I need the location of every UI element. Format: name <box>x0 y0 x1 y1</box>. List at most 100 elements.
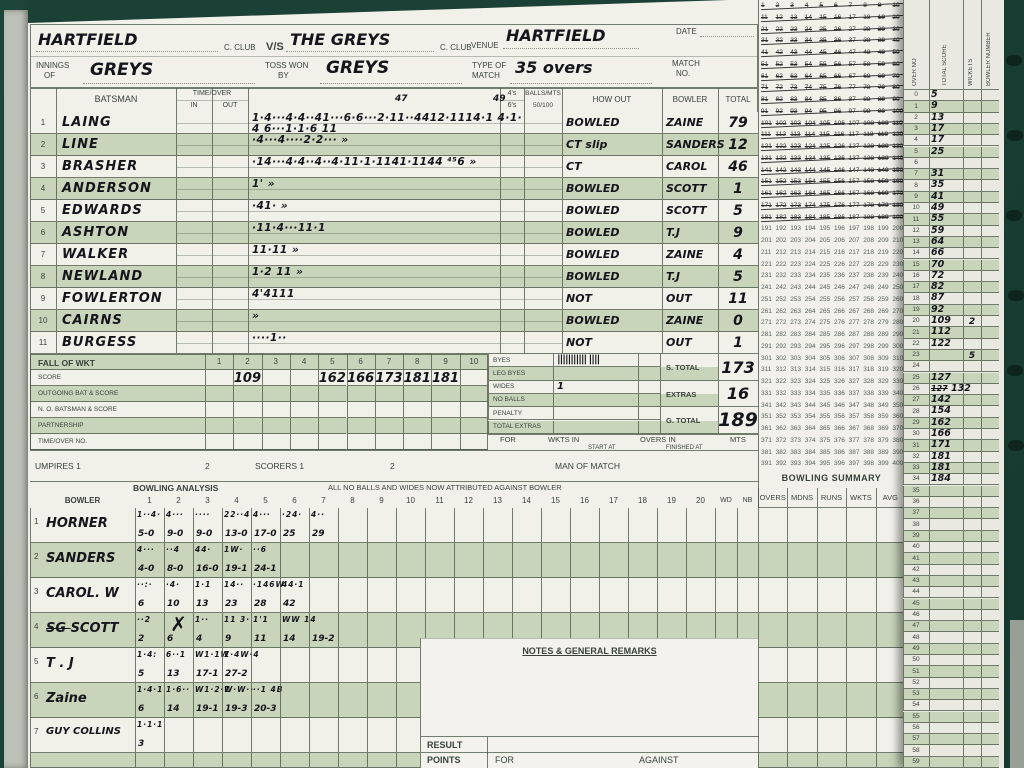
tally-number: 44 <box>804 49 813 56</box>
tally-number: 56 <box>834 60 842 68</box>
batsman-cell <box>500 288 524 310</box>
tally-number: 39 <box>877 37 886 45</box>
tally-number: 208 <box>863 237 875 244</box>
tally-number: 305 <box>819 354 831 362</box>
summary-cell <box>816 578 847 613</box>
batsman-name: EDWARDS <box>62 203 143 218</box>
batsman-cell <box>662 266 718 288</box>
tally-number: 163 <box>790 190 802 197</box>
tally-number: 154 <box>804 178 816 186</box>
bowling-over-cumulative: 2 <box>138 634 145 644</box>
over-row-cell <box>903 157 929 170</box>
over-row-cell <box>929 734 963 746</box>
tally-number: 100 <box>892 107 904 115</box>
over-row-cell <box>929 327 963 339</box>
tally-number: 98 <box>863 107 871 115</box>
over-row-cell <box>981 688 999 701</box>
over-number: 18 <box>912 294 920 302</box>
bowling-over-cell <box>338 613 367 648</box>
tally-number: 24 <box>804 25 813 33</box>
fow-cell <box>233 418 262 434</box>
tally-number: 109 <box>877 119 889 127</box>
fow-cell <box>233 354 262 370</box>
tally-number: 129 <box>877 143 889 150</box>
over-row-cell <box>903 248 929 260</box>
bowling-over-cumulative: 3 <box>138 739 145 749</box>
tally-number: 384 <box>804 448 816 456</box>
over-row-cell <box>963 270 981 283</box>
bowling-over-cell <box>135 683 164 718</box>
bowler-row-bg <box>30 578 758 613</box>
over-row-cell <box>981 180 999 192</box>
tally-number: 139 <box>877 154 889 162</box>
over-row-bg <box>903 372 999 384</box>
over-row-cell <box>929 677 963 689</box>
for-label: FOR <box>500 434 516 444</box>
fow-row-label: TIME/OVER NO. <box>38 438 88 445</box>
bowling-over-cell <box>135 613 164 648</box>
tally-number: 270 <box>892 307 904 315</box>
tally-number: 363 <box>790 425 802 432</box>
bowling-over-balls: ··1 4B <box>253 685 284 694</box>
summary-cell <box>787 508 817 543</box>
tally-number: 345 <box>819 401 831 409</box>
tally-number: 131 <box>761 154 772 162</box>
tally-number: 86 <box>834 96 842 103</box>
over-row-cell <box>963 553 981 565</box>
over-total-score: 35 <box>931 179 945 191</box>
summary-row-bg <box>758 543 905 578</box>
grid-line <box>500 100 524 101</box>
innings-value: GREYS <box>90 60 154 80</box>
fow-cell <box>403 386 432 402</box>
over-row-bg <box>903 451 999 463</box>
fow-wicket-number: 8 <box>415 356 420 366</box>
tally-number: 198 <box>863 225 875 233</box>
bowling-over-cumulative: 13-0 <box>225 529 248 539</box>
over-number: 26 <box>912 385 920 393</box>
over-row-cell <box>929 429 963 441</box>
tally-number: 32 <box>775 37 783 45</box>
tally-number: 164 <box>804 190 816 197</box>
fow-cell <box>261 386 290 402</box>
fow-row-bg <box>30 354 488 370</box>
c-club-label-1: C. CLUB <box>224 43 256 52</box>
bowling-over-cumulative: 4-0 <box>138 564 155 574</box>
batsman-name: WALKER <box>62 247 130 262</box>
bowling-over-cell <box>483 578 512 613</box>
bowling-over-cumulative: 5 <box>138 669 145 679</box>
tally-number: 197 <box>848 225 860 233</box>
batsman-cell <box>500 156 524 178</box>
tally-number: 209 <box>877 237 889 244</box>
summary-row-bg <box>758 718 905 753</box>
tally-number: 329 <box>877 378 889 385</box>
batsman-name: CAIRNS <box>62 313 123 328</box>
tally-number: 308 <box>863 354 875 362</box>
bowler-name: T . J <box>46 656 74 671</box>
over-row-cell <box>981 101 999 113</box>
tally-number: 311 <box>761 366 772 374</box>
bowling-over-cumulative: 29 <box>312 529 325 539</box>
over-row-cell <box>903 643 929 655</box>
summary-cell <box>758 613 788 648</box>
over-row-cell <box>963 485 981 497</box>
bowling-over-cell <box>135 753 164 768</box>
tally-number: 220 <box>892 248 904 256</box>
tally-number: 328 <box>863 378 875 385</box>
bowling-over-cell <box>512 508 541 543</box>
bowling-over-cell <box>425 508 454 543</box>
tally-number: 156 <box>834 178 845 186</box>
over-row-cell <box>903 621 929 633</box>
batsman-number: 6 <box>40 227 46 237</box>
over-row-cell <box>903 666 929 678</box>
over-number: 46 <box>912 611 920 619</box>
over-row-cell <box>963 395 981 407</box>
batsman-number: 10 <box>38 315 48 325</box>
nb-cell <box>737 508 758 543</box>
bowling-over-cumulative: 6 <box>138 599 145 609</box>
fow-cell <box>431 354 460 370</box>
tally-number: 36 <box>834 37 842 45</box>
over-row-cell <box>981 655 999 667</box>
over-row-cell <box>963 451 981 463</box>
summary-row-bg <box>758 508 905 543</box>
tally-number: 113 <box>790 131 801 139</box>
